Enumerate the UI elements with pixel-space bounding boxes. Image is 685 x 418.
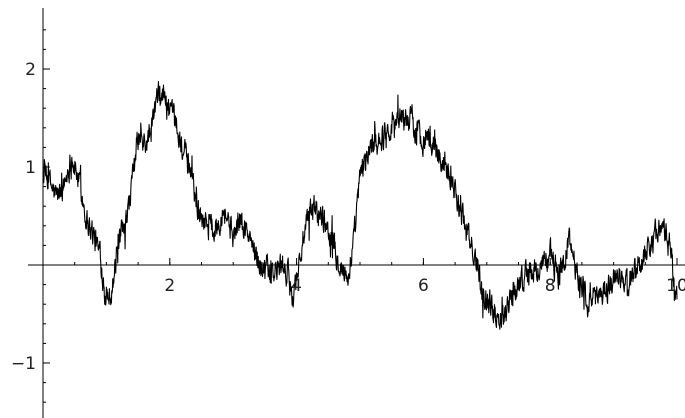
y-tick-label: −1	[11, 354, 36, 374]
x-tick-label: 10	[666, 276, 685, 296]
series-line	[42, 80, 678, 330]
x-tick-label: 6	[418, 276, 429, 296]
series-group	[42, 80, 678, 330]
tick-labels: −1 1 2 2 4 6 8 10	[11, 60, 685, 374]
x-tick-label: 4	[291, 276, 302, 296]
y-tick-label: 2	[25, 60, 36, 80]
x-tick-label: 8	[545, 276, 556, 296]
y-tick-label: 1	[25, 158, 36, 178]
x-tick-label: 2	[164, 276, 175, 296]
